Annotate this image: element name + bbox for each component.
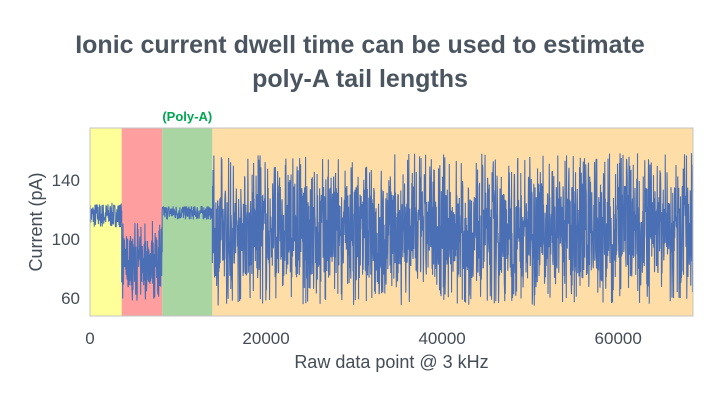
current-trace-series [89,153,694,306]
y-tick-label: 60 [61,289,80,308]
poly-a-region-label: (Poly-A) [162,109,212,124]
region-band-2 [121,128,163,316]
current-trace-line [89,153,694,306]
x-tick-label: 0 [85,329,94,348]
plot-frame [89,127,694,317]
region-band-3 [162,128,213,316]
chart-title-line-1: Ionic current dwell time can be used to … [75,31,645,59]
chart-title: Ionic current dwell time can be used to … [0,28,720,96]
x-axis: 0 20000 40000 60000 [85,329,642,348]
x-axis-label: Raw data point @ 3 kHz [294,352,488,372]
x-tick-label: 20000 [242,329,289,348]
x-tick-label: 40000 [418,329,465,348]
x-tick-label: 60000 [595,329,642,348]
y-axis-label: Current (pA) [26,172,46,271]
chart-title-line-2: poly-A tail lengths [252,65,468,93]
y-tick-label: 100 [52,230,80,249]
y-tick-label: 140 [52,171,80,190]
y-axis: 60 100 140 [52,171,80,308]
